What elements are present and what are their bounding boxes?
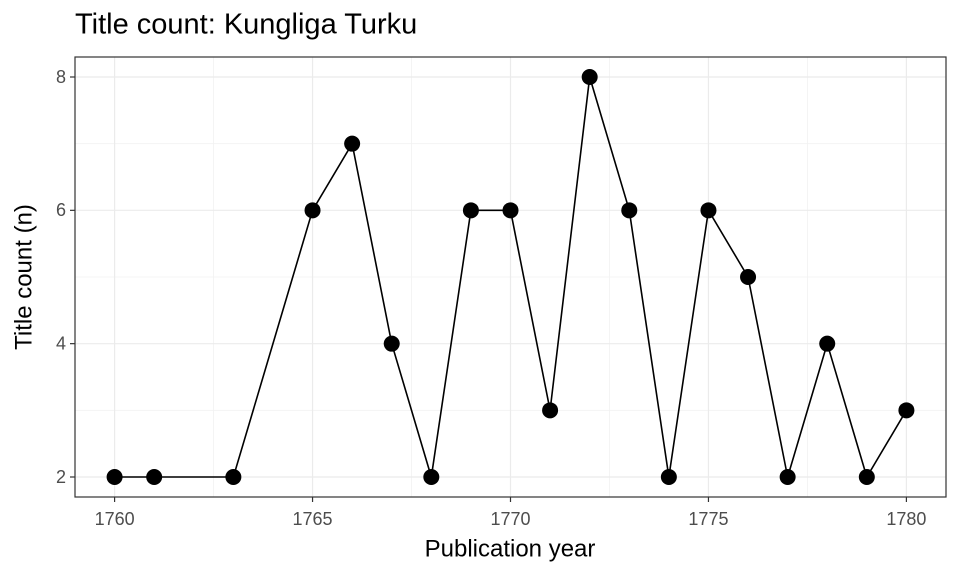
data-point [898, 402, 915, 419]
data-point [621, 202, 638, 219]
data-point [462, 202, 479, 219]
chart-title: Title count: Kungliga Turku [75, 9, 417, 41]
y-tick-label: 6 [56, 200, 66, 220]
data-point [423, 469, 440, 485]
data-point [740, 269, 757, 285]
x-axis-label: Publication year [425, 535, 596, 562]
data-point [146, 469, 163, 485]
y-axis-label: Title count (n) [10, 204, 37, 350]
data-point [106, 469, 123, 485]
y-tick-label: 2 [56, 467, 66, 487]
y-tick-label: 4 [56, 333, 66, 353]
x-tick-label: 1765 [293, 509, 333, 529]
x-tick-label: 1760 [95, 509, 135, 529]
data-point [225, 469, 242, 485]
data-point [858, 469, 875, 485]
data-point [383, 335, 400, 352]
x-tick-label: 1770 [490, 509, 530, 529]
data-point [581, 69, 598, 85]
y-tick-label: 8 [56, 67, 66, 87]
panel-border [74, 56, 947, 498]
data-point [502, 202, 519, 219]
data-point [819, 335, 836, 352]
data-point [700, 202, 717, 219]
data-point [344, 135, 361, 152]
data-point [304, 202, 321, 219]
x-tick-label: 1780 [886, 509, 926, 529]
data-point [660, 469, 677, 485]
data-point [779, 469, 796, 485]
x-tick-label: 1775 [688, 509, 728, 529]
data-point [542, 402, 559, 419]
